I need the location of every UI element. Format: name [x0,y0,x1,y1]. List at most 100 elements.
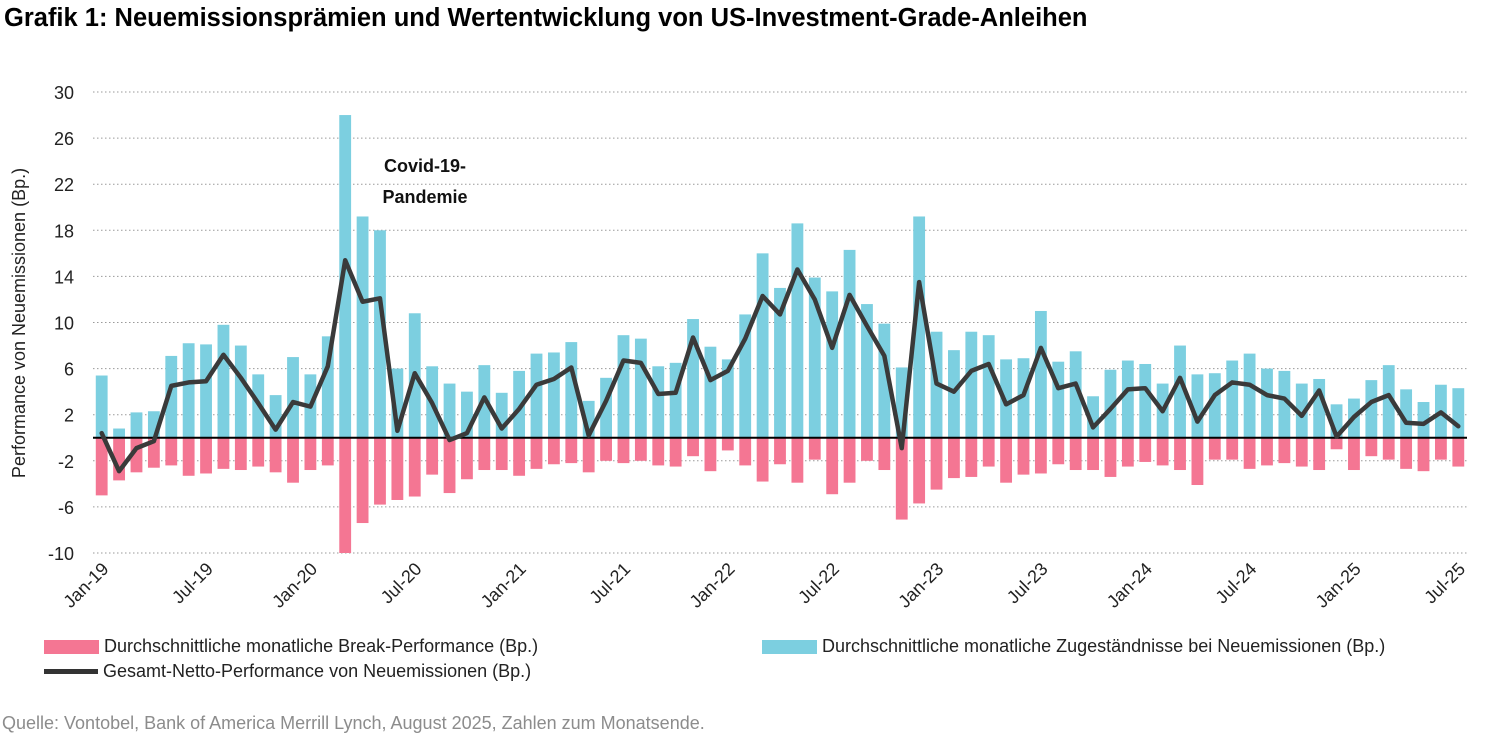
concession-bar [495,392,508,438]
covid-annotation-line1: Covid-19- [384,156,466,176]
concession-bar [600,377,612,438]
x-tick-label: Jul-19 [168,559,217,608]
concession-bar [826,291,839,438]
break-bar [1000,437,1013,483]
break-bar [200,437,212,474]
break-bar [165,437,178,466]
x-tick-label: Jan-21 [477,559,530,612]
concession-bar [287,357,299,438]
concession-bar [895,367,908,438]
concession-bar [669,362,682,438]
break-bar [147,437,160,468]
break-bar [808,437,821,460]
concession-bar [634,338,647,438]
y-tick-label: -2 [58,452,74,472]
net-performance-line [99,258,1461,474]
concession-bar [356,216,369,438]
break-bar [1121,437,1134,467]
chart-area: 30 26 22 18 14 10 6 2 -2 -6 -10 Jan-19 Jul-19 Jan-20… [9,83,1469,612]
concession-bar [843,249,856,438]
concession-bar [234,345,247,438]
break-bar [339,437,352,553]
concession-bar [791,223,804,438]
y-tick-label: 30 [54,83,74,103]
x-axis-tick-labels: Jan-19 Jul-19 Jan-20 Jul-20 Jan-21 Jul-21 Jan-… [59,559,1469,612]
break-bar [356,437,369,524]
concession-bar [1121,360,1134,438]
break-bar [878,437,891,471]
break-bar [861,437,873,461]
legend-concession-label: Durchschnittliche monatliche Zugeständni… [822,636,1386,656]
break-bar [495,437,508,471]
break-bar [1226,437,1239,460]
break-bar [478,437,491,471]
break-bar [1052,437,1065,465]
x-tick-label: Jan-22 [686,559,739,612]
concession-bar [1313,378,1326,438]
concession-bar [739,314,752,438]
concession-bar [1365,380,1378,438]
break-bar [895,437,908,520]
break-bar [1295,437,1308,467]
x-tick-label: Jul-20 [377,559,426,608]
break-bar [826,437,839,495]
concession-bar [443,383,456,438]
break-bar [304,437,317,471]
break-bar [913,437,926,504]
break-bar [95,437,108,496]
concession-bar [861,304,873,438]
concession-bar [461,391,473,438]
concession-bar [687,319,699,438]
break-bar [1400,437,1413,469]
concession-bar [391,368,404,438]
concession-bar [547,352,560,438]
concession-bar [1330,404,1343,438]
concession-bar [582,400,595,438]
covid-annotation-line2: Pandemie [382,187,467,207]
break-bar [1017,437,1030,475]
break-bar [287,437,299,483]
x-tick-label: Jul-24 [1212,559,1261,608]
break-bar [565,437,578,464]
break-bar [582,437,595,473]
concession-bar [1226,360,1239,438]
concession-bar [1400,389,1413,438]
concession-bar [913,216,926,438]
break-bar [391,437,404,500]
concession-bar [1452,388,1465,438]
concession-bar [1243,353,1256,438]
concession-bar [1417,402,1430,438]
concession-bar [530,353,543,438]
legend-break-label: Durchschnittliche monatliche Break-Perfo… [104,636,539,656]
break-bar [1069,437,1082,471]
concession-bar [1174,345,1186,438]
y-axis-label: Performance von Neuemissionen (Bp.) [9,168,29,478]
concession-bar [1261,368,1273,438]
break-bar [1087,437,1099,471]
break-bar [1156,437,1169,466]
concession-bar [965,331,978,438]
break-bar [948,437,960,479]
break-bar [461,437,473,480]
legend-concession: Durchschnittliche monatliche Zugeständni… [762,636,1385,657]
x-tick-label: Jan-19 [59,559,112,612]
break-bar [1417,437,1430,472]
break-bar [182,437,195,476]
break-bar [217,437,230,469]
y-tick-label: -6 [58,498,74,518]
concession-bar [617,335,630,438]
x-tick-label: Jul-25 [1420,559,1469,608]
concession-bar [113,428,126,438]
break-bar [1174,437,1186,471]
concession-bar [1087,396,1099,438]
concession-bar [1295,383,1308,438]
y-axis-tick-labels: 30 26 22 18 14 10 6 2 -2 -6 -10 [48,83,74,564]
break-bar [513,437,526,476]
break-bar [1382,437,1395,460]
concession-bar [269,395,282,438]
x-tick-label: Jan-23 [894,559,947,612]
break-bar [1452,437,1465,467]
concession-bar [200,344,212,438]
concession-bar [321,336,334,438]
x-tick-label: Jan-20 [268,559,321,612]
